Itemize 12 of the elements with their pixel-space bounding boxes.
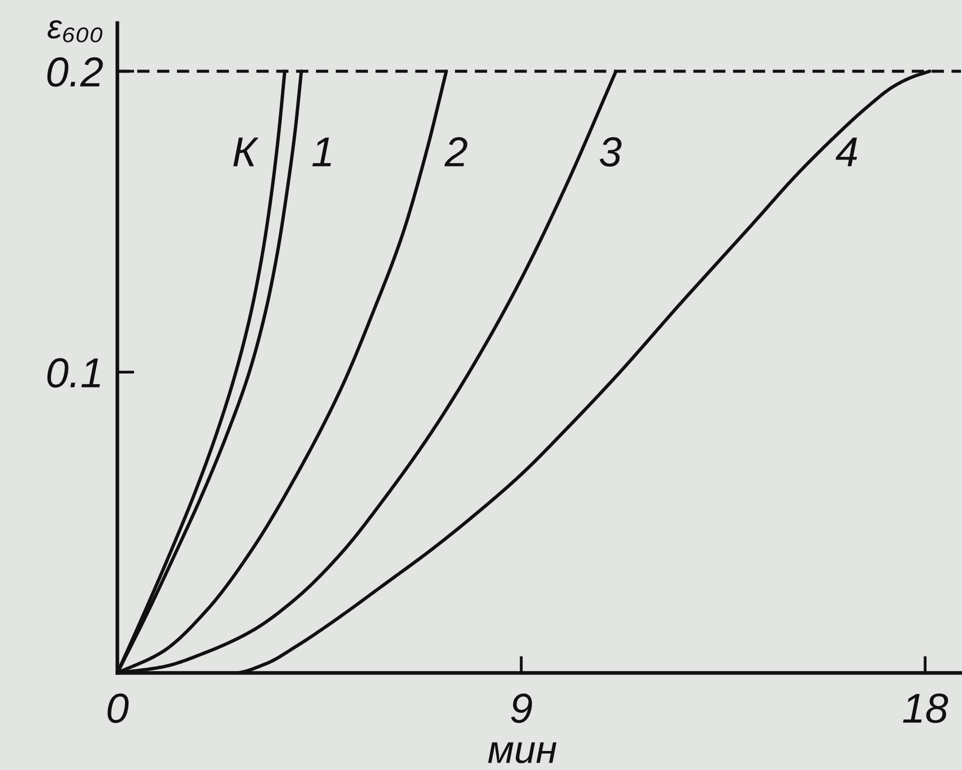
x-tick-label: 0 <box>108 694 129 724</box>
x-axis-title: мин <box>488 742 556 764</box>
x-tick-label: 9 <box>511 694 532 724</box>
series-label: К <box>233 138 259 166</box>
series-label: 2 <box>444 137 468 166</box>
y-tick-label: 0.2 <box>47 57 103 87</box>
series-label: 1 <box>312 138 331 166</box>
series-label: 4 <box>836 138 857 166</box>
y-axis-title: ε₆₀₀ <box>48 20 102 42</box>
series-label: 3 <box>600 137 622 167</box>
x-tick-label: 18 <box>903 694 948 724</box>
y-tick-label: 0.1 <box>47 358 100 388</box>
